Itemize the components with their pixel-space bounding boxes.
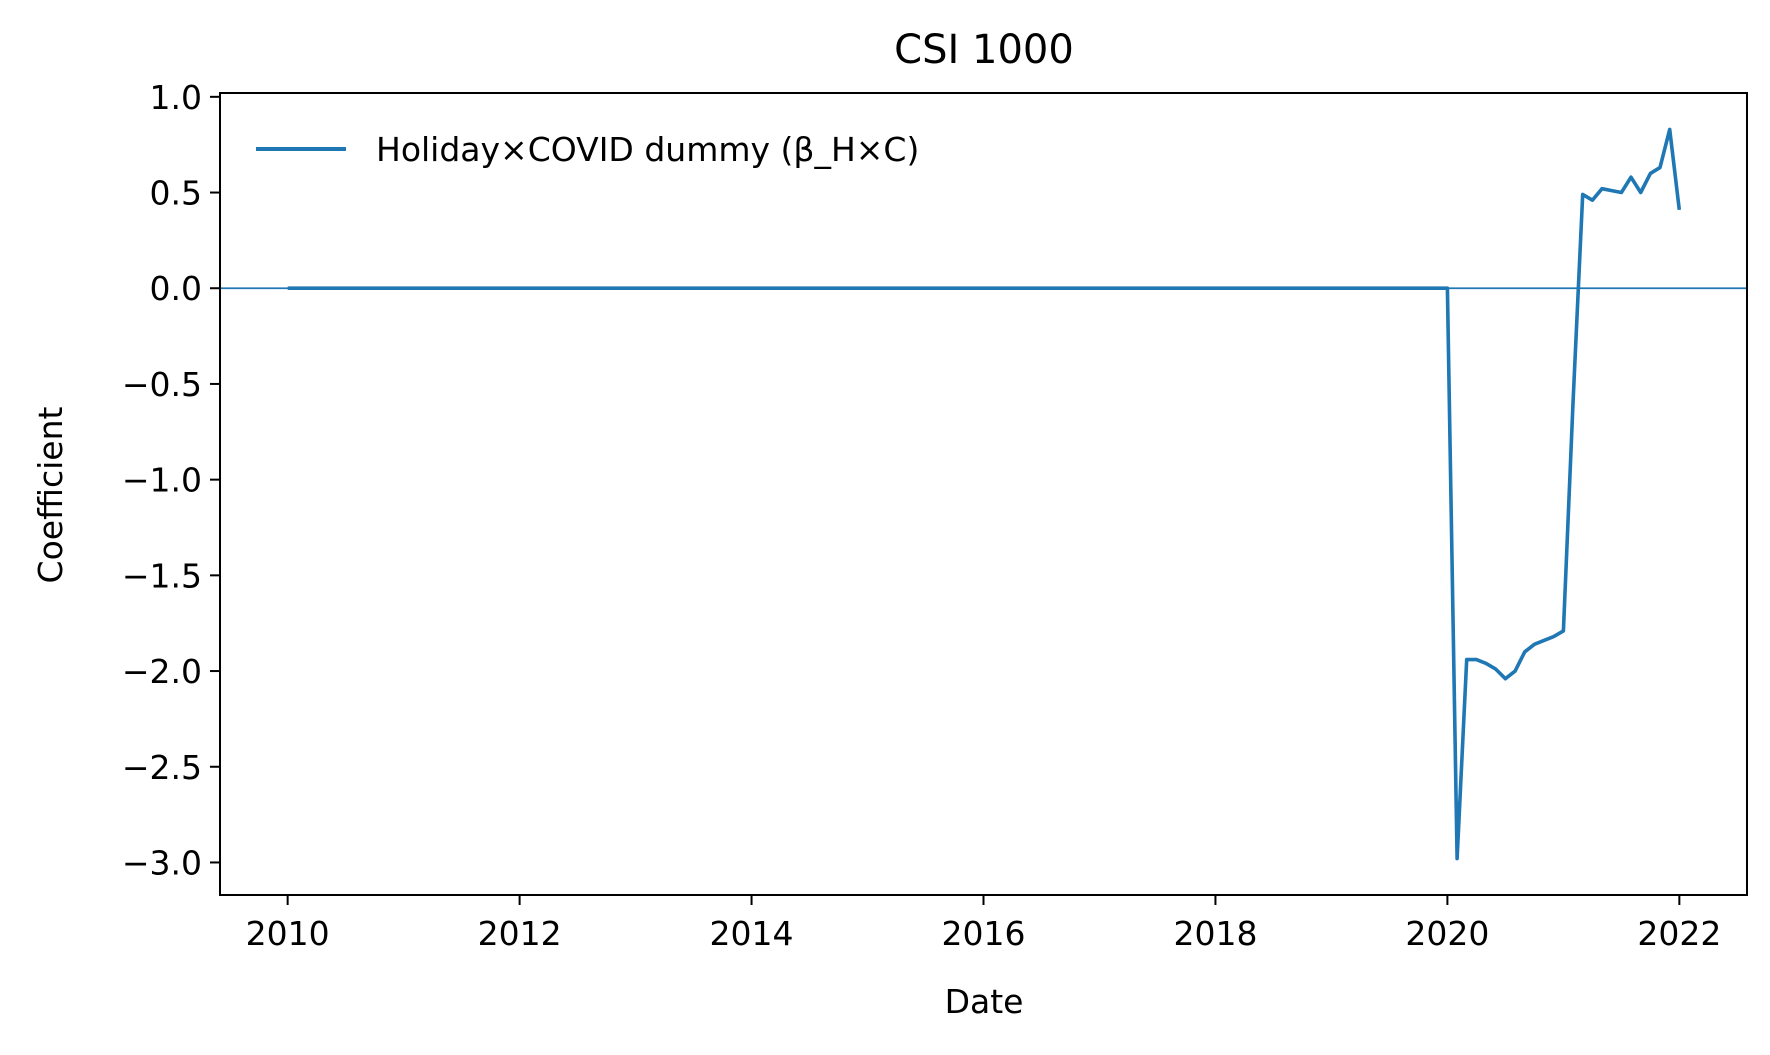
x-tick-label: 2012	[478, 914, 562, 953]
legend-label: Holiday×COVID dummy (β_H×C)	[376, 130, 919, 169]
series-line	[287, 127, 1682, 861]
x-tick-label: 2022	[1637, 914, 1721, 953]
y-tick-label: −2.0	[122, 652, 202, 691]
x-tick-label: 2020	[1405, 914, 1489, 953]
x-tick-label: 2016	[942, 914, 1026, 953]
x-axis-label: Date	[945, 982, 1024, 1021]
y-tick-label: 0.0	[150, 269, 202, 308]
y-axis-label: Coefficient	[31, 406, 70, 583]
x-axis-ticks: 2010 2012 2014 2016 2018 2020 2022	[246, 895, 1721, 953]
plot-frame	[219, 92, 1748, 896]
y-tick-label: −1.5	[122, 556, 202, 595]
legend: Holiday×COVID dummy (β_H×C)	[256, 130, 919, 169]
y-tick-label: 0.5	[150, 174, 202, 213]
x-tick-label: 2014	[710, 914, 794, 953]
y-tick-label: −1.0	[122, 461, 202, 500]
y-tick-label: −0.5	[122, 365, 202, 404]
y-tick-label: 1.0	[150, 78, 202, 117]
y-axis-ticks: 1.0 0.5 0.0 −0.5 −1.0 −1.5 −2.0 −2.5 −3.0	[122, 78, 220, 882]
x-tick-label: 2018	[1173, 914, 1257, 953]
y-tick-label: −3.0	[122, 843, 202, 882]
x-tick-label: 2010	[246, 914, 330, 953]
chart-title: CSI 1000	[894, 27, 1074, 73]
y-tick-label: −2.5	[122, 748, 202, 787]
